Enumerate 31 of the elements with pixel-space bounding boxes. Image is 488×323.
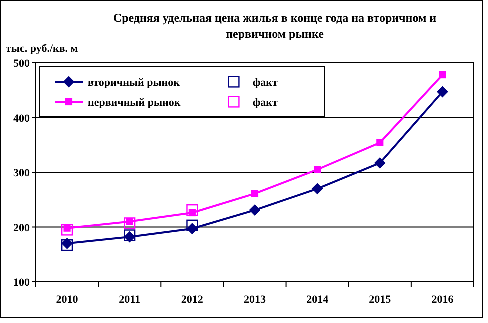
point [314,166,322,174]
legend-label: факт [253,97,278,109]
point [374,158,386,169]
x-tick-label: 2016 [432,294,454,306]
y-tick-label: 200 [14,222,30,234]
point [186,223,198,234]
legend-label: факт [253,77,278,89]
point [376,139,384,146]
y-tick-label: 500 [14,58,30,70]
point [186,220,198,232]
x-tick-label: 2012 [181,294,204,306]
y-tick-label: 100 [14,277,30,289]
point [437,86,448,98]
point [61,224,74,236]
x-tick-label: 2014 [306,294,330,306]
y-tick-label: 300 [14,168,30,180]
x-tick-label: 2011 [119,294,141,306]
point [251,190,259,198]
point [250,204,260,216]
y-tick-label: 400 [14,112,30,125]
legend-label: вторичный рынок [88,77,181,89]
x-tick-label: 2013 [244,294,266,306]
chart-title: Средняя удельная цена жилья в конце года на вторичном и первичном рынке [113,11,437,41]
x-tick-label: 2010 [56,294,79,306]
legend-label: первичный рынок [88,97,182,109]
point [186,204,198,216]
point [439,72,446,79]
y-axis-title: тыс. руб./кв. м [6,43,79,55]
point [124,218,136,230]
x-tick-label: 2015 [369,294,392,306]
point [312,183,324,194]
